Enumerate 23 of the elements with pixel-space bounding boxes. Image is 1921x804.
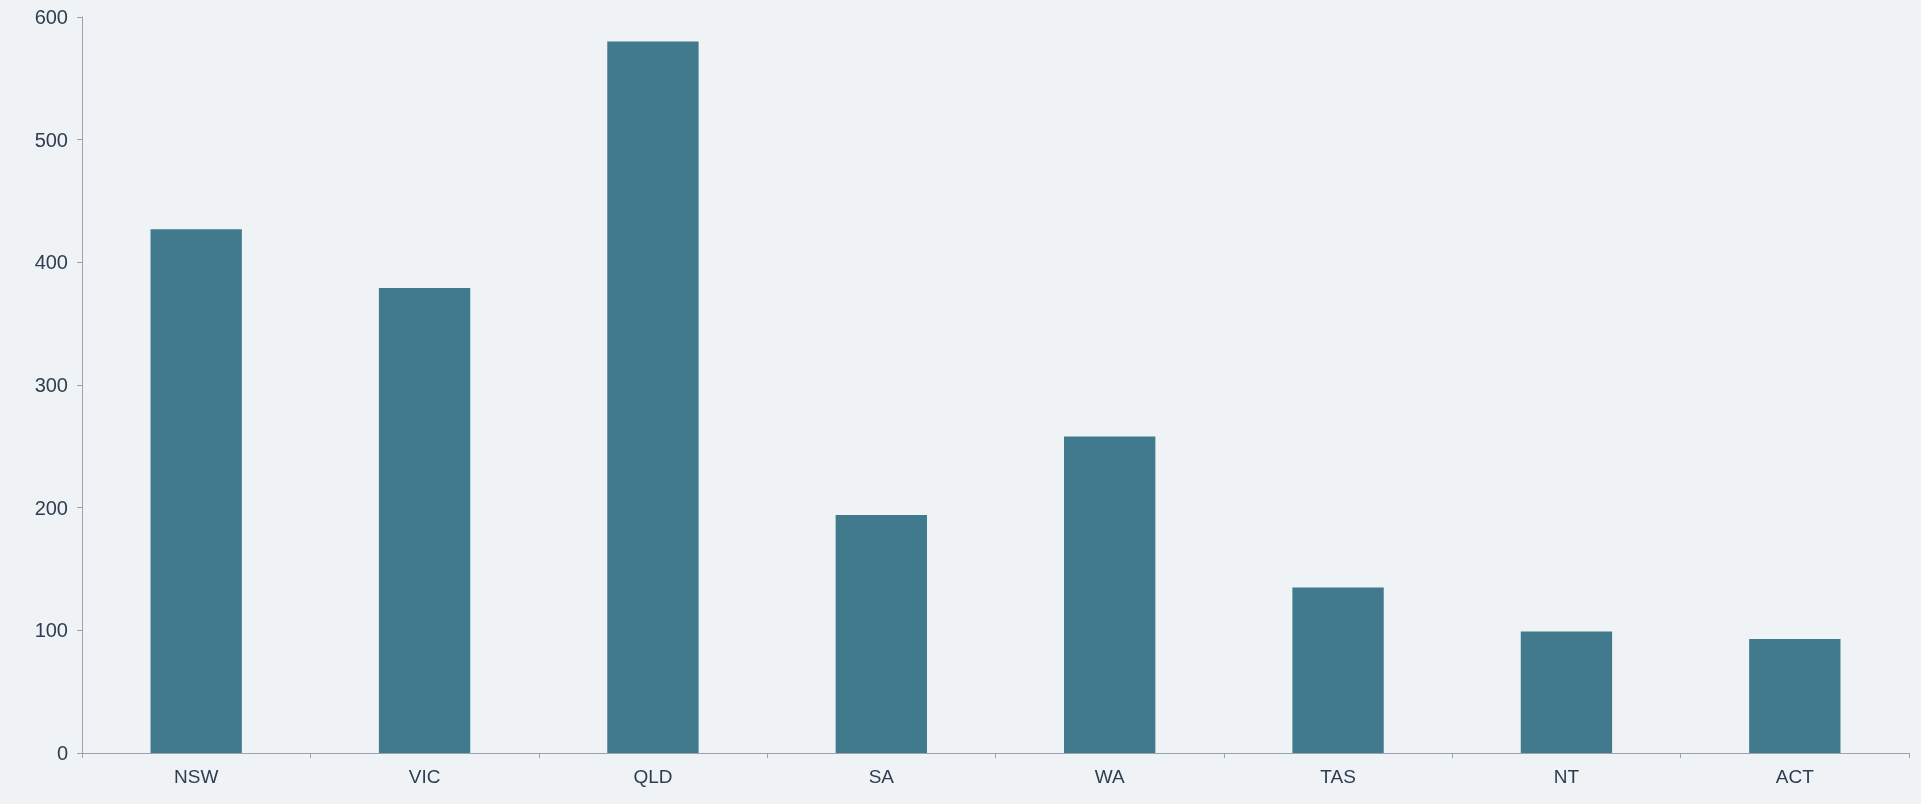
x-tick-label: NSW bbox=[174, 766, 219, 787]
x-tick-label: ACT bbox=[1775, 766, 1815, 787]
y-tick-label: 400 bbox=[34, 251, 68, 274]
y-tick-label: 100 bbox=[34, 619, 68, 642]
y-tick-label: 200 bbox=[34, 496, 68, 519]
y-tick-label: 600 bbox=[34, 6, 68, 28]
y-tick-label: 300 bbox=[34, 374, 68, 396]
bar bbox=[378, 288, 471, 753]
bar bbox=[1292, 587, 1384, 753]
x-tick-label: VIC bbox=[408, 766, 441, 787]
y-tick-label: 500 bbox=[34, 128, 68, 151]
x-tick-label: WA bbox=[1094, 766, 1125, 787]
bar bbox=[835, 515, 927, 753]
y-tick-label: 0 bbox=[56, 742, 68, 764]
x-tick-label: SA bbox=[868, 766, 895, 787]
x-tick-label: NT bbox=[1553, 766, 1580, 787]
bar bbox=[1520, 631, 1613, 753]
x-tick-label: QLD bbox=[633, 766, 673, 787]
bar bbox=[1064, 436, 1156, 753]
bar bbox=[150, 229, 242, 753]
bar bbox=[607, 41, 699, 753]
x-tick-label: TAS bbox=[1320, 766, 1356, 787]
bar bbox=[1749, 638, 1841, 753]
